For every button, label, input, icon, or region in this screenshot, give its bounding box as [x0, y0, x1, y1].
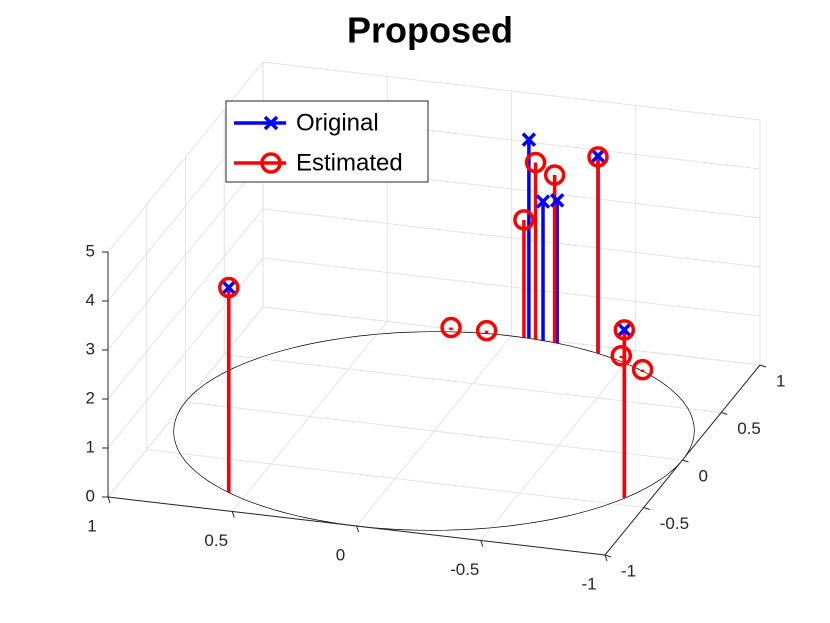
marker-x: [549, 193, 565, 208]
grid-line: [107, 61, 264, 253]
marker-x: [521, 132, 537, 147]
x-tick-label: -1: [581, 574, 596, 593]
legend-label: Original: [296, 109, 379, 136]
marker-x: [617, 322, 632, 338]
y-tick-label: 1: [776, 371, 785, 390]
y-tick-label: 0: [699, 466, 708, 485]
x-tick-label: 0: [336, 545, 345, 564]
z-tick-label: 1: [86, 437, 95, 456]
legend-box: [225, 100, 429, 183]
z-tick-label: 0: [86, 486, 95, 505]
x-tick-label: -0.5: [450, 560, 479, 579]
x-tick: [356, 525, 359, 533]
y-tick-label: 0.5: [737, 419, 761, 438]
legend-label: Estimated: [296, 149, 403, 176]
y-tick-label: -0.5: [660, 514, 689, 533]
marker-x: [590, 148, 606, 164]
z-tick-label: 3: [86, 339, 95, 358]
x-tick-label: 0.5: [204, 531, 228, 550]
marker-x: [535, 194, 551, 209]
y-tick-label: -1: [621, 561, 636, 580]
marker-o: [631, 358, 654, 381]
y-tick: [759, 364, 767, 368]
z-tick-label: 4: [86, 290, 95, 309]
marker-o: [440, 316, 462, 339]
grid-line: [224, 354, 722, 413]
x-tick: [604, 554, 608, 562]
x-tick-label: 1: [87, 516, 96, 535]
grid-line: [262, 61, 761, 121]
grid-line: [262, 208, 761, 268]
y-tick: [682, 459, 689, 463]
marker-o: [587, 146, 609, 168]
z-tick-label: 2: [86, 388, 95, 407]
marker-o: [613, 319, 636, 341]
marker-o: [260, 152, 282, 174]
marker-o: [543, 164, 566, 186]
marker-x: [221, 280, 237, 295]
grid-line: [185, 401, 683, 461]
grid-line: [146, 449, 644, 508]
grid-line: [262, 257, 761, 317]
x-tick: [480, 540, 484, 547]
marker-x: [263, 115, 279, 131]
marker-o: [218, 276, 240, 299]
x-tick: [107, 496, 111, 504]
marker-o: [524, 151, 547, 174]
grid-line: [107, 208, 264, 400]
x-tick: [231, 511, 235, 518]
z-tick-label: 5: [86, 241, 95, 260]
grid-line: [107, 159, 264, 351]
marker-o: [610, 344, 633, 367]
marker-o: [475, 319, 498, 342]
y-tick: [604, 554, 612, 558]
chart-title: Proposed: [347, 10, 513, 51]
marker-o: [513, 209, 535, 231]
y-tick: [643, 507, 650, 510]
y-tick: [721, 412, 728, 415]
